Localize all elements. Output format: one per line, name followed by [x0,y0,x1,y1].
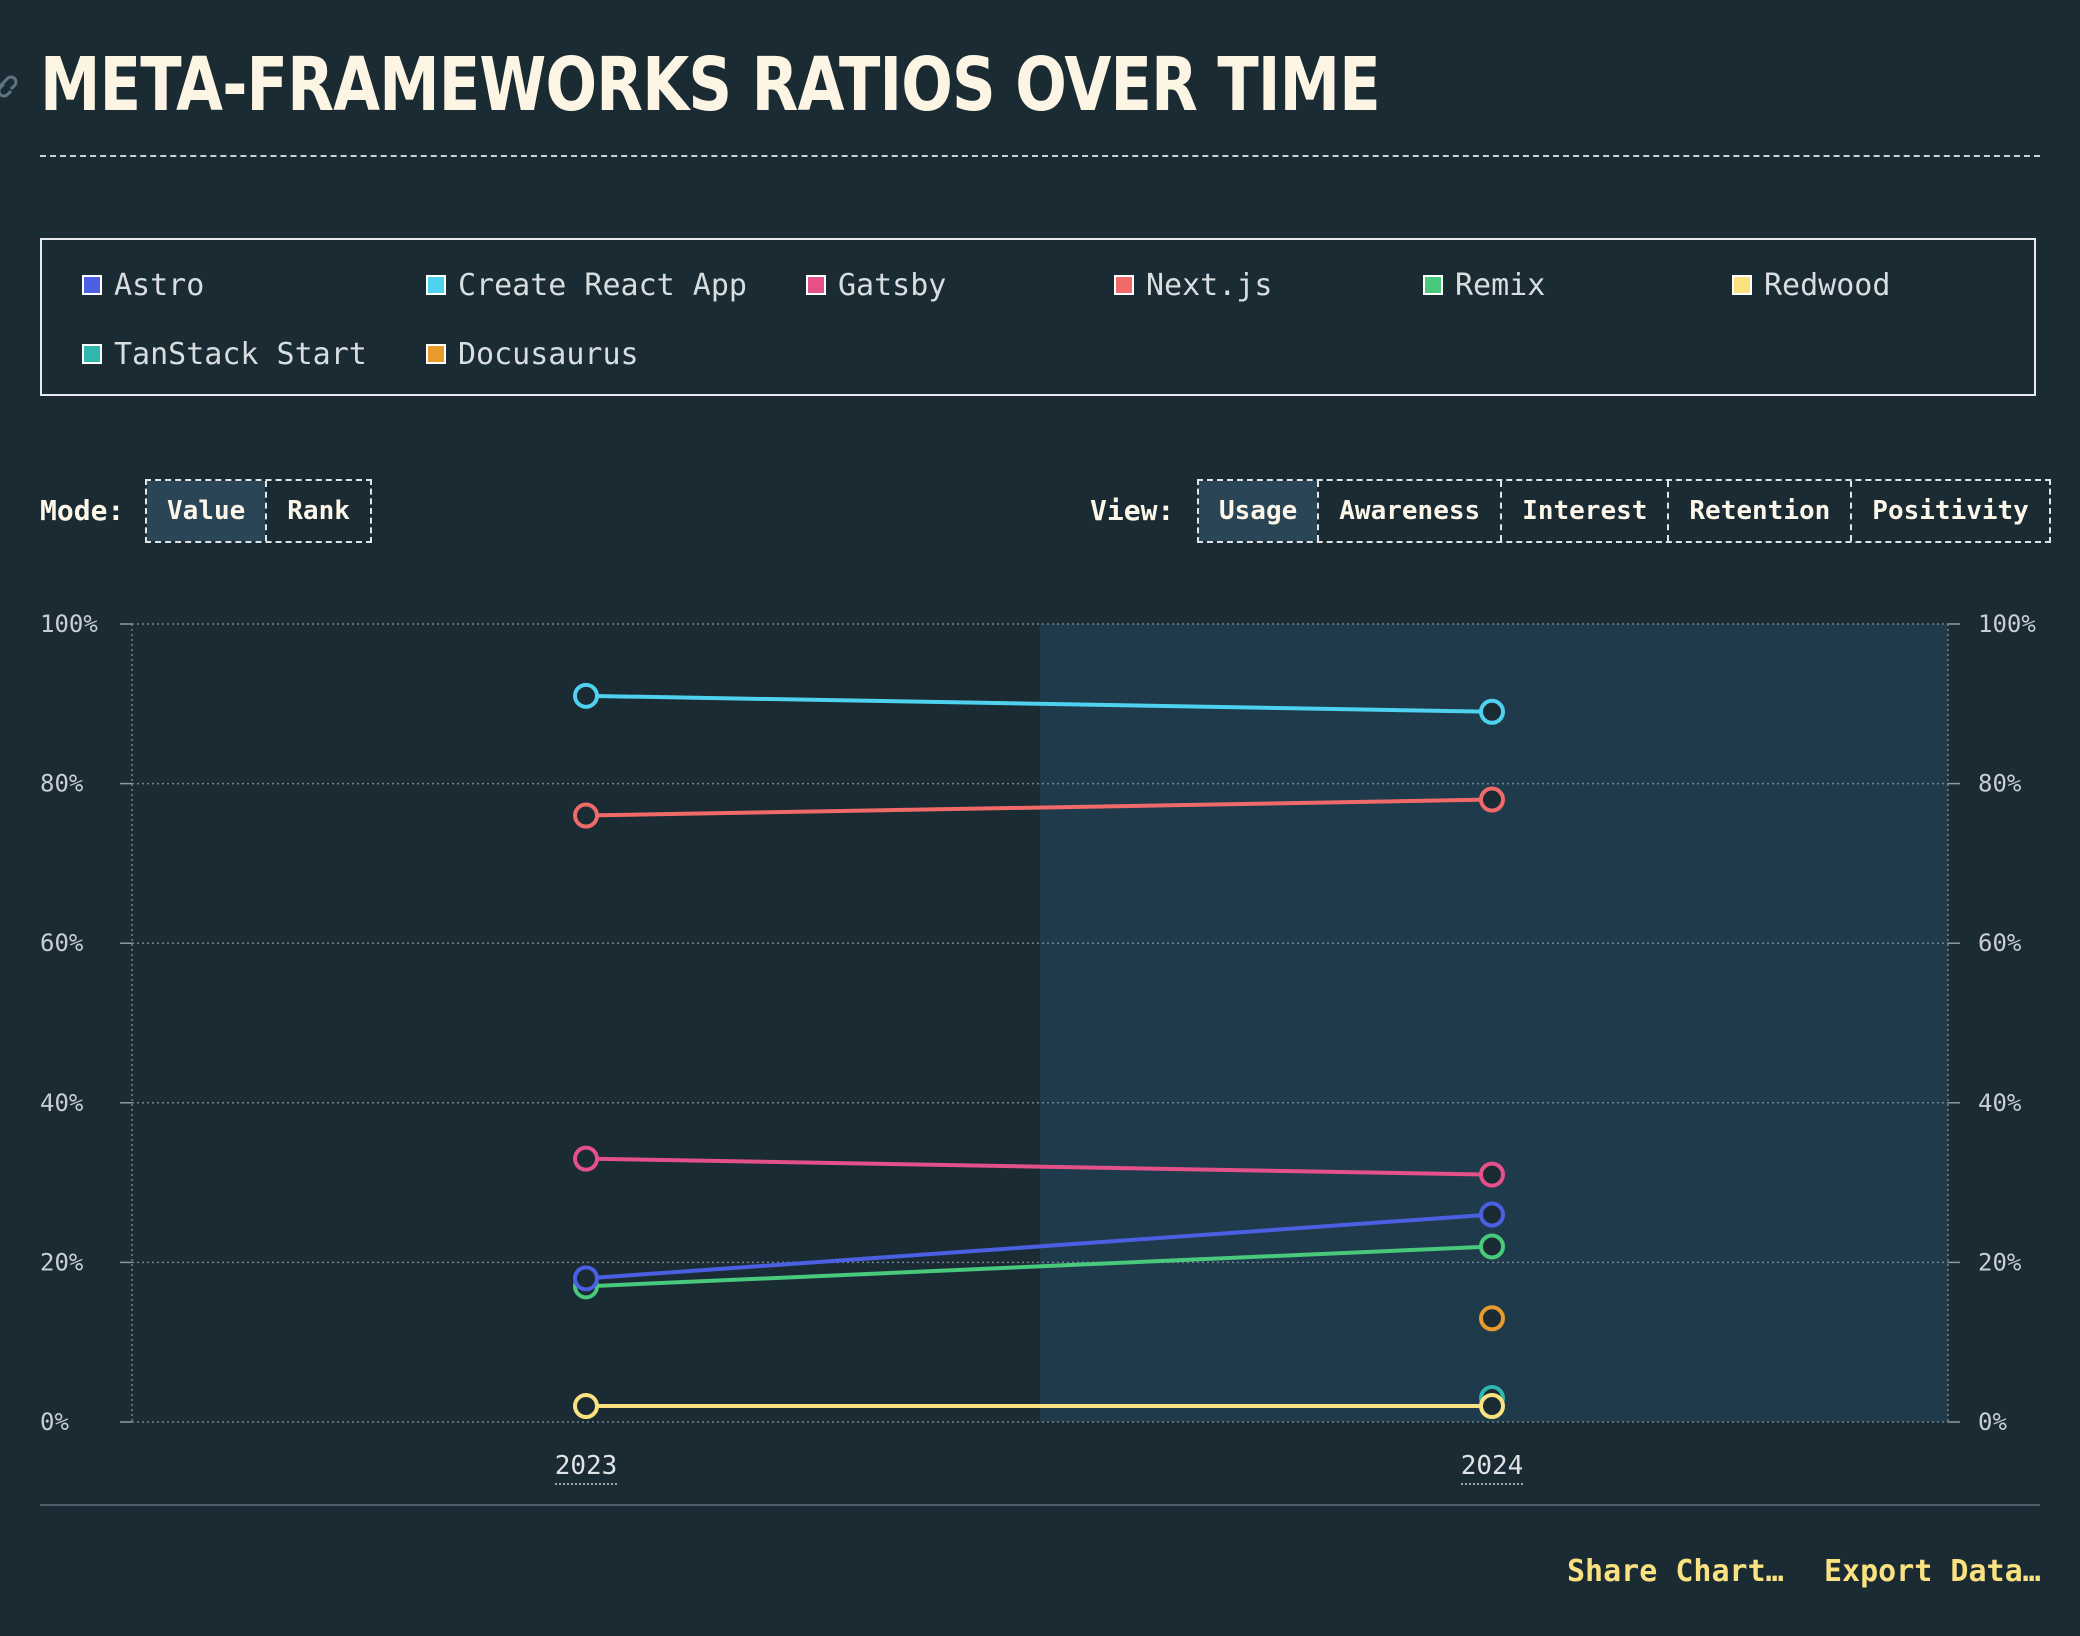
data-point-next-js [573,802,599,829]
view-retention-button[interactable]: Retention [1667,481,1850,541]
y-tick-label-right: 60% [1978,929,2022,957]
view-awareness-button[interactable]: Awareness [1317,481,1500,541]
y-tick-label-left: 20% [40,1248,84,1276]
view-positivity-button[interactable]: Positivity [1850,481,2049,541]
legend-item[interactable]: Astro [82,265,204,305]
view-label: View: [1090,494,1175,527]
y-tick-label-left: 100% [40,610,98,638]
highlight-band [1040,624,1948,1422]
legend-swatch [426,344,446,364]
legend-label: Create React App [458,267,747,303]
legend-item[interactable]: Create React App [426,265,747,305]
data-point-redwood [1479,1393,1505,1420]
y-tick-label-right: 80% [1978,770,2022,798]
legend-swatch [1114,275,1134,295]
y-tick-label-right: 40% [1978,1089,2022,1117]
mode-label: Mode: [40,494,125,527]
legend-swatch [806,275,826,295]
data-point-next-js [1479,786,1505,813]
y-tick-label-left: 60% [40,929,84,957]
legend-label: Redwood [1764,267,1891,303]
chart-title: META-FRAMEWORKS RATIOS OVER TIME [40,42,1381,128]
legend-swatch [1423,275,1443,295]
legend-swatch [82,275,102,295]
series-line-remix [585,1244,1493,1289]
legend-label: Next.js [1146,267,1273,303]
y-tick-label-left: 80% [40,770,84,798]
data-point-create-react-app [573,682,599,709]
y-tick-label-right: 100% [1978,610,2036,638]
link-icon[interactable] [0,70,20,100]
data-point-docusaurus [1479,1305,1505,1332]
export-data-button[interactable]: Export Data… [1824,1554,2041,1589]
legend: Astro Create React App Gatsby Next.js Remix R… [40,238,2036,396]
y-tick-label-right: 0% [1978,1408,2007,1436]
view-usage-button[interactable]: Usage [1199,481,1318,541]
line-chart: 0% 0% 20% 20% 40% 40% 60% 60% 80% 80% 100% 100% 2023… [40,610,2036,1485]
legend-label: Astro [114,267,205,303]
data-point-astro [1479,1201,1505,1228]
legend-label: Docusaurus [458,336,639,372]
data-point-redwood [573,1393,599,1420]
x-tick-label-2024: 2024 [1461,1451,1524,1481]
mode-toggle: Value Rank [145,479,372,543]
series-line-astro [585,1212,1493,1281]
legend-item[interactable]: Redwood [1732,265,1890,305]
y-tick-label-left: 40% [40,1089,84,1117]
mode-value-button[interactable]: Value [147,481,266,541]
data-point-astro [573,1265,599,1292]
mode-rank-button[interactable]: Rank [265,481,370,541]
y-tick-label-right: 20% [1978,1248,2022,1276]
data-point-create-react-app [1479,698,1505,725]
legend-item[interactable]: Gatsby [806,265,946,305]
footer-divider [40,1504,2040,1506]
title-divider [40,155,2040,157]
data-point-remix [1479,1233,1505,1260]
legend-label: Gatsby [838,267,947,303]
legend-swatch [426,275,446,295]
legend-item[interactable]: Remix [1423,265,1545,305]
series-line-create-react-app [585,693,1493,714]
view-interest-button[interactable]: Interest [1500,481,1667,541]
x-tick-label-2023: 2023 [555,1451,618,1481]
data-point-gatsby [1479,1161,1505,1188]
series-line-gatsby [585,1156,1493,1177]
data-point-gatsby [573,1145,599,1172]
legend-label: Remix [1455,267,1546,303]
legend-label: TanStack Start [114,336,367,372]
legend-swatch [82,344,102,364]
legend-item[interactable]: Next.js [1114,265,1272,305]
y-tick-label-left: 0% [40,1408,69,1436]
legend-item[interactable]: Docusaurus [426,334,639,374]
series-line-next-js [585,797,1493,818]
legend-swatch [1732,275,1752,295]
share-chart-button[interactable]: Share Chart… [1567,1554,1784,1589]
legend-item[interactable]: TanStack Start [82,334,367,374]
view-toggle: Usage Awareness Interest Retention Positivit… [1197,479,2051,543]
